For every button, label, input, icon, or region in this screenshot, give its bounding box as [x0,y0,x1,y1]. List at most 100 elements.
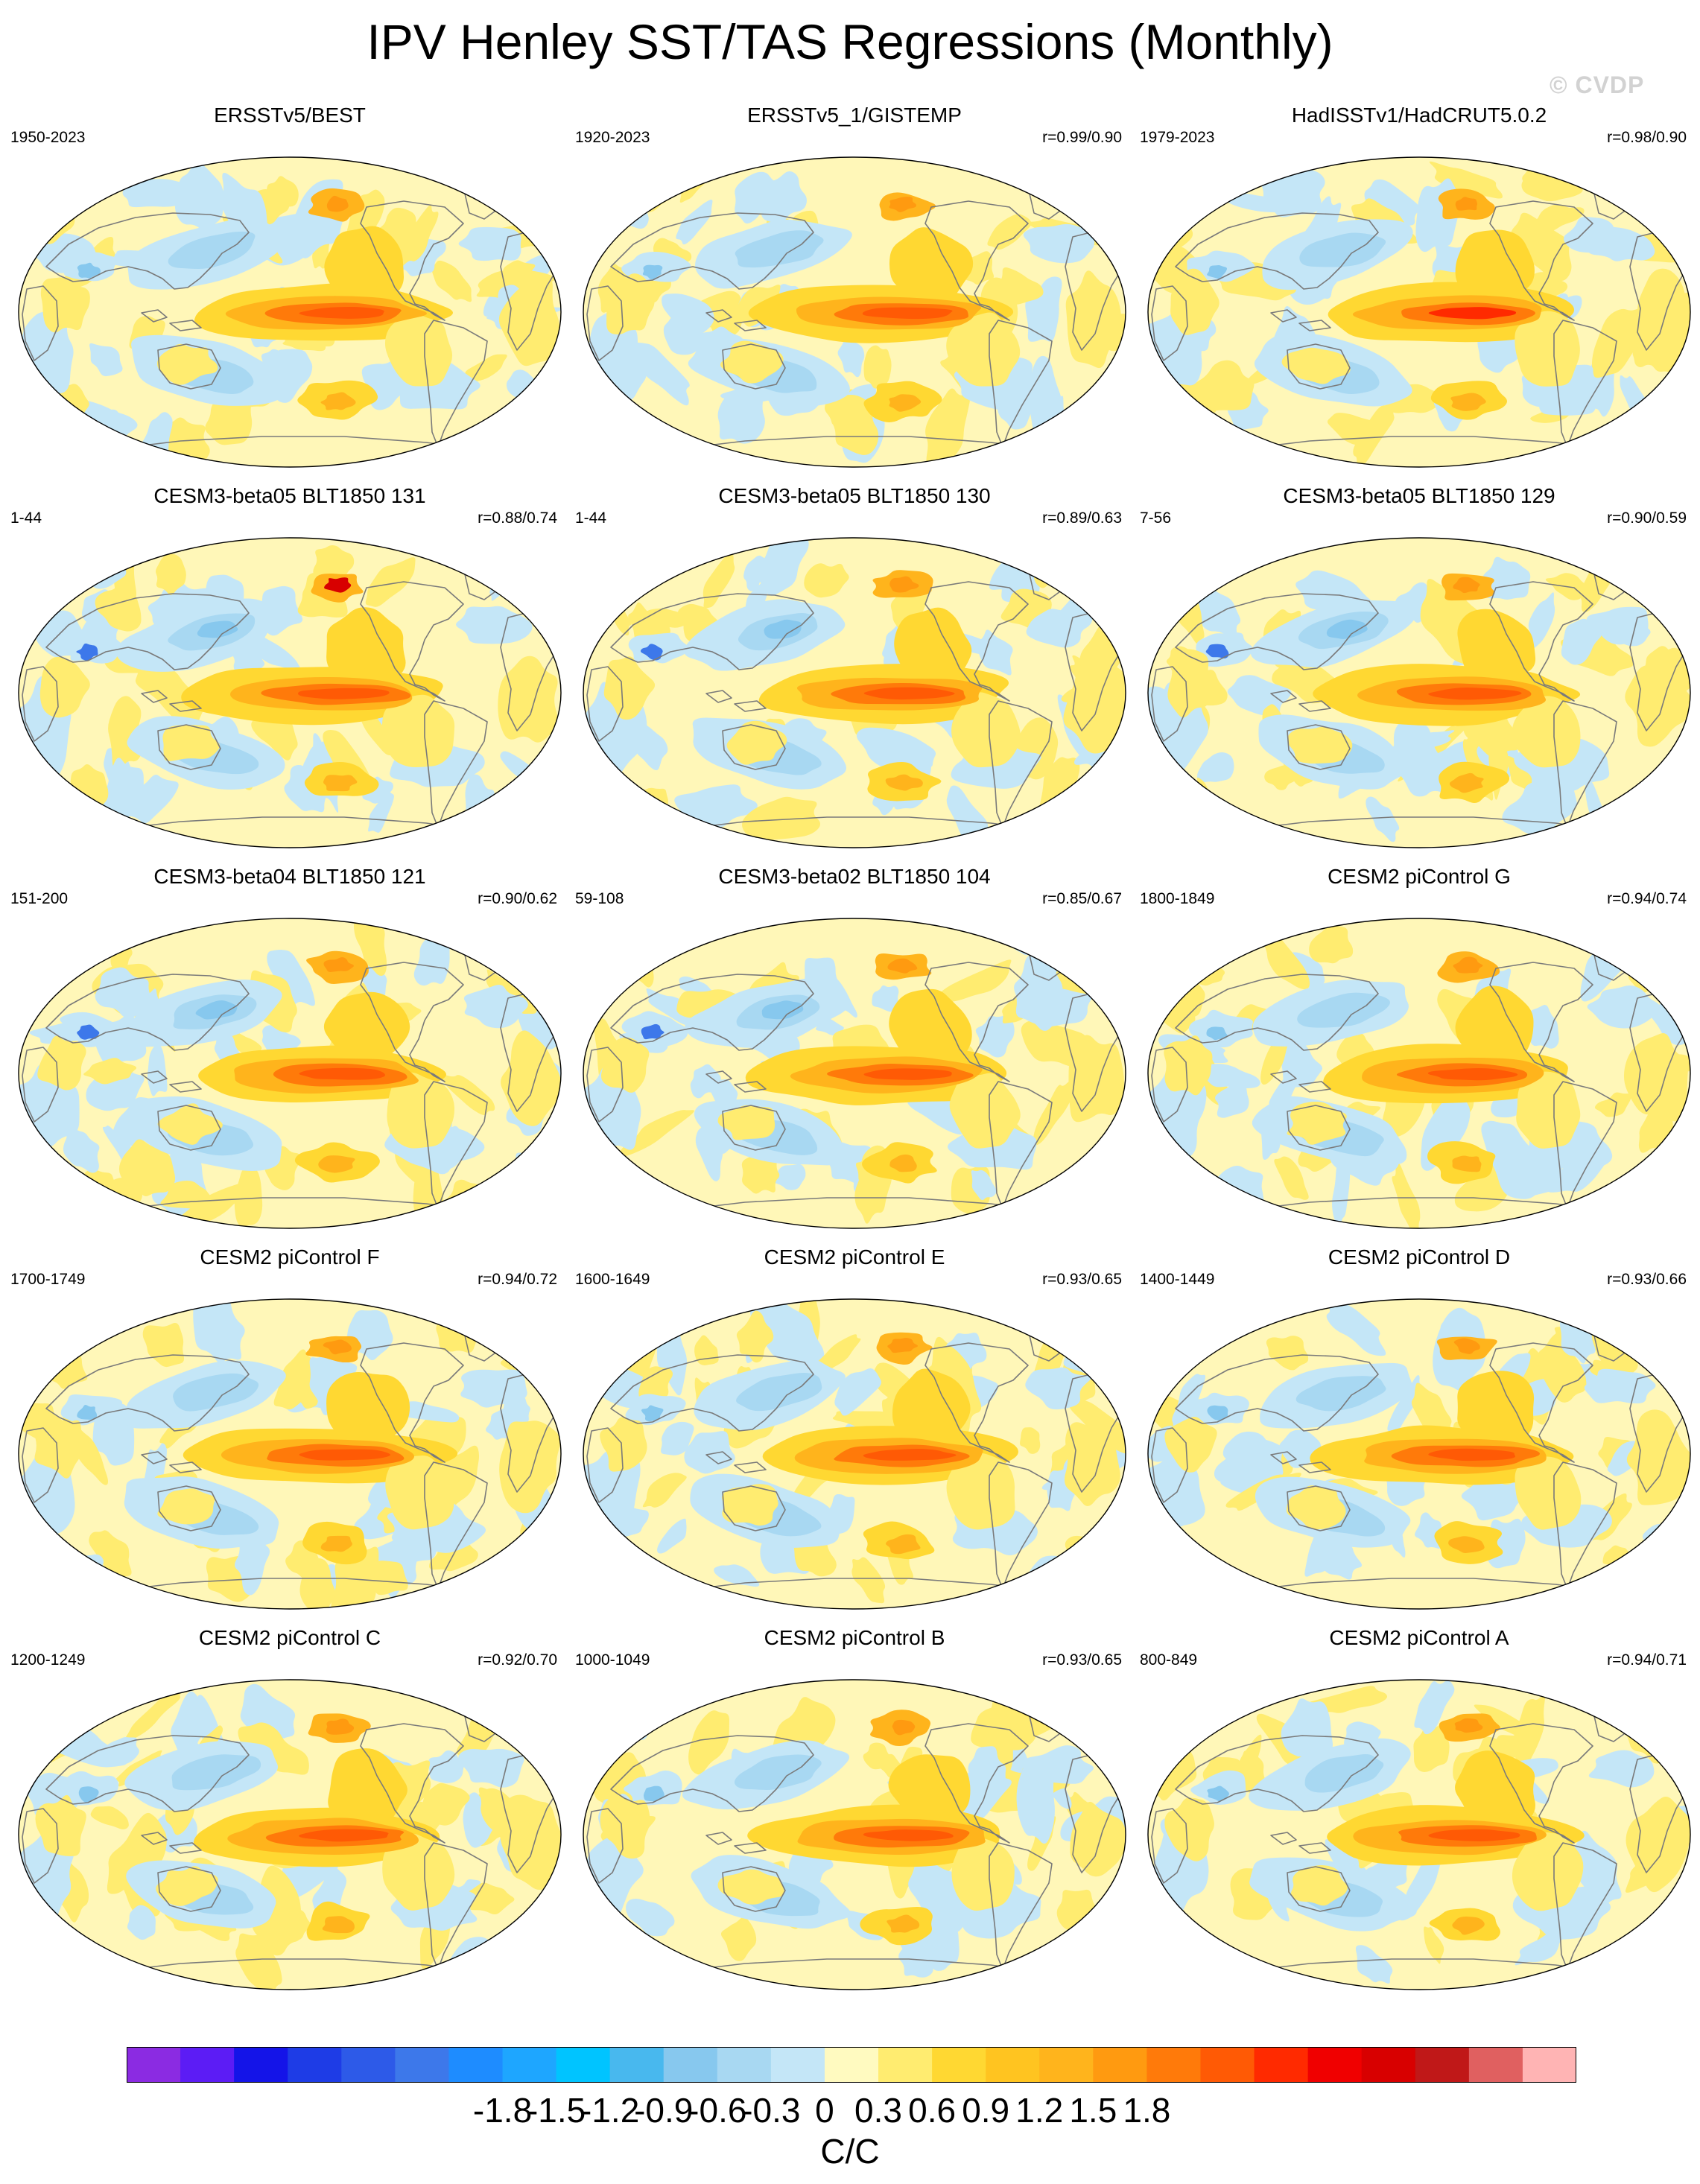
anomaly-contour [1450,393,1486,411]
panel-correlation: r=0.92/0.70 [478,1651,557,1669]
anomaly-contour [1428,688,1522,700]
anomaly-contour [323,775,358,792]
panel-years: 1600-1649 [575,1271,650,1288]
anomaly-contour [1287,726,1353,764]
anomaly-contour [1026,609,1093,648]
colorbar-swatch [1093,2047,1147,2083]
panel-years: 1400-1449 [1140,1271,1215,1288]
anomaly-contour [1355,1945,1393,1984]
anomaly-contour [523,422,554,457]
coastline [722,1866,786,1912]
anomaly-contour [1152,162,1202,206]
anomaly-contour [618,1110,694,1157]
panel-years: 7-56 [1140,510,1172,527]
anomaly-contour [299,1449,390,1461]
map-outline [1147,1298,1691,1610]
panel-title: CESM2 piControl G [1328,865,1511,888]
anomaly-contour [385,1455,455,1530]
anomaly-contour [90,1806,129,1829]
coastline [1489,1342,1593,1463]
panel-years: 1-44 [575,510,607,527]
coastline [1151,666,1188,742]
anomaly-contour [157,1488,215,1525]
coastline [157,1105,221,1151]
panel-correlation: r=0.93/0.65 [1042,1271,1122,1288]
coastline [45,1735,250,1812]
anomaly-contour [999,267,1044,305]
panel-correlation: r=0.94/0.72 [478,1271,557,1288]
anomaly-contour [1591,308,1649,378]
anomaly-contour [1453,1338,1480,1354]
coastline [157,1866,221,1912]
anomaly-contour [1626,1797,1690,1893]
colorbar-swatch [288,2047,342,2083]
coastline [360,200,464,321]
anomaly-contour [1207,1785,1229,1802]
anomaly-contour [1328,240,1366,259]
anomaly-map [1147,156,1691,468]
panel-years: 1200-1249 [10,1651,86,1669]
anomaly-contour [471,1680,518,1726]
anomaly-contour [34,1413,83,1479]
anomaly-contour [196,1761,237,1782]
anomaly-contour [1025,276,1062,342]
anomaly-contour [889,1154,917,1172]
panel-title: CESM3-beta02 BLT1850 104 [718,865,991,888]
anomaly-contour [365,557,416,607]
anomaly-contour [362,776,393,804]
anomaly-map [1147,1679,1691,1990]
coastline [734,1842,767,1854]
coastline [989,1081,1053,1209]
anomaly-contour [762,1762,801,1781]
anomaly-contour [1392,1162,1421,1228]
panel-title: CESM2 piControl E [764,1245,945,1269]
anomaly-contour [593,806,627,844]
map-panel: CESM2 piControl B 1000-1049 r=0.93/0.65 [572,1625,1137,1998]
panel-title: CESM2 piControl C [198,1626,381,1649]
anomaly-contour [600,1037,650,1093]
panel-title: CESM2 piControl F [200,1245,380,1269]
coastline [1553,1081,1617,1209]
panel-years: 1920-2023 [575,129,650,146]
anomaly-contour [721,1484,778,1526]
coastline [1298,320,1331,331]
anomaly-contour [320,392,356,410]
anomaly-contour [460,1369,527,1408]
anomaly-contour [368,790,394,833]
map-outline [18,1298,562,1610]
colorbar-tick-label: 0 [815,2091,834,2130]
colorbar-tick-label: 1.2 [1015,2091,1064,2130]
coastline [360,581,464,702]
coastline [1151,1427,1188,1503]
anomaly-contour [606,273,655,335]
colorbar-swatch [448,2047,504,2083]
anomaly-contour [235,1933,282,1990]
panel-title: CESM2 piControl D [1328,1245,1511,1269]
anomaly-contour [39,656,90,718]
anomaly-contour [1029,1555,1120,1606]
anomaly-contour [499,1794,561,1891]
anomaly-contour [19,587,45,606]
coastline [157,1485,221,1531]
anomaly-contour [428,1750,465,1783]
colorbar-tick-label: -0.9 [634,2091,694,2130]
coastline [169,1842,202,1854]
coastline [45,212,250,290]
anomaly-contour [1457,1371,1535,1444]
anomaly-contour [1599,1955,1684,1984]
map-outline [1147,1679,1691,1990]
colorbar-tick-label: -1.2 [580,2091,640,2130]
anomaly-contour [889,576,919,593]
anomaly-contour [135,660,200,723]
anomaly-contour [1033,1081,1074,1146]
anomaly-contour [1537,1332,1587,1403]
coastline [586,1047,624,1123]
colorbar-swatch [1468,2047,1523,2083]
anomaly-contour [1448,1536,1485,1553]
anomaly-contour [736,1310,774,1363]
anomaly-contour [601,538,642,582]
anomaly-contour [1427,1067,1518,1081]
anomaly-contour [381,694,455,768]
anomaly-contour [1424,1926,1444,1964]
anomaly-contour [1281,347,1351,384]
